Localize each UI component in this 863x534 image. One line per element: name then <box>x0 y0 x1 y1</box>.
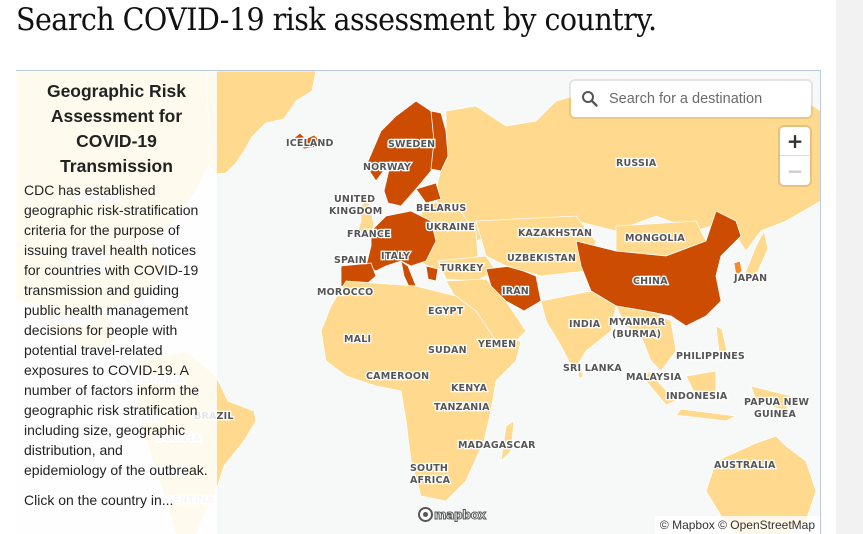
label-belarus: BELARUS <box>416 203 466 214</box>
label-uk-2: KINGDOM <box>329 206 382 217</box>
label-yemen: YEMEN <box>477 339 516 350</box>
search-box[interactable] <box>571 81 811 117</box>
label-iceland: ICELAND <box>286 138 334 149</box>
label-png-1: PAPUA NEW <box>744 397 810 408</box>
mapbox-logo-text: mapbox <box>434 507 487 522</box>
zoom-controls: + − <box>780 127 810 185</box>
panel-heading: Geographic Risk Assessment for COVID-19 … <box>46 81 187 176</box>
label-australia: AUSTRALIA <box>714 460 776 471</box>
label-egypt: EGYPT <box>428 306 464 317</box>
country-australia[interactable] <box>705 435 817 534</box>
label-sri-lanka: SRI LANKA <box>563 363 622 374</box>
country-iceland[interactable] <box>292 132 322 150</box>
label-malaysia: MALAYSIA <box>626 372 682 383</box>
label-tanzania: TANZANIA <box>434 402 490 413</box>
label-sudan: SUDAN <box>428 345 467 356</box>
label-italy: ITALY <box>381 251 410 262</box>
country-turkey[interactable] <box>437 255 497 282</box>
label-turkey: TURKEY <box>440 263 483 274</box>
label-south-africa-1: SOUTH <box>410 463 448 474</box>
risk-map[interactable]: ICELAND SWEDEN NORWAY UNITED KINGDOM BEL… <box>16 70 821 534</box>
country-south-korea[interactable] <box>733 260 743 277</box>
country-japan[interactable] <box>743 229 769 282</box>
label-china: CHINA <box>633 276 668 287</box>
panel-body: CDC has established geographic risk-stra… <box>24 180 209 510</box>
label-mongolia: MONGOLIA <box>625 233 685 244</box>
page-gutter <box>836 0 863 534</box>
country-greece[interactable] <box>425 265 439 282</box>
label-russia: RUSSIA <box>616 158 657 169</box>
label-uzbekistan: UZBEKISTAN <box>507 253 576 264</box>
label-spain: SPAIN <box>334 255 367 266</box>
label-madagascar: MADAGASCAR <box>458 440 536 451</box>
mapbox-logo[interactable]: mapbox <box>418 507 487 522</box>
panel-description-cutoff: Click on the country in... <box>24 492 174 508</box>
country-central-asia[interactable] <box>475 215 597 277</box>
country-png[interactable] <box>750 385 792 412</box>
panel-description: CDC has established geographic risk-stra… <box>24 182 208 478</box>
zoom-in-button[interactable]: + <box>780 127 810 156</box>
label-sweden: SWEDEN <box>388 139 435 150</box>
country-indonesia[interactable] <box>645 370 738 422</box>
country-philippines[interactable] <box>715 325 729 362</box>
label-france: FRANCE <box>347 229 391 240</box>
search-icon <box>582 91 598 107</box>
label-morocco: MOROCCO <box>317 287 373 298</box>
country-uk[interactable] <box>355 198 375 240</box>
country-greenland[interactable] <box>205 71 317 175</box>
country-africa[interactable] <box>320 280 522 502</box>
label-png-2: GUINEA <box>754 409 796 420</box>
country-se-asia[interactable] <box>615 305 677 372</box>
label-indonesia: INDONESIA <box>666 391 728 402</box>
label-japan: JAPAN <box>733 273 767 284</box>
map-attribution[interactable]: © Mapbox © OpenStreetMap <box>654 516 820 534</box>
label-uk-1: UNITED <box>334 194 375 205</box>
label-south-africa-2: AFRICA <box>410 475 451 486</box>
label-philippines: PHILIPPINES <box>676 351 745 362</box>
search-input[interactable] <box>609 91 809 107</box>
label-cameroon: CAMEROON <box>366 371 429 382</box>
label-myanmar-2: (BURMA) <box>612 329 661 340</box>
zoom-out-button[interactable]: − <box>780 156 810 185</box>
country-madagascar[interactable] <box>500 420 515 463</box>
label-india: INDIA <box>569 319 601 330</box>
mapbox-logo-icon <box>418 507 433 522</box>
label-ukraine: UKRAINE <box>426 222 475 233</box>
country-baltics[interactable] <box>415 182 442 204</box>
country-india[interactable] <box>540 290 617 372</box>
label-kenya: KENYA <box>451 383 488 394</box>
country-finland[interactable] <box>430 110 449 172</box>
label-mali: MALI <box>344 334 371 345</box>
label-myanmar-1: MYANMAR <box>609 317 666 328</box>
country-sri-lanka[interactable] <box>577 368 584 379</box>
info-panel: Geographic Risk Assessment for COVID-19 … <box>16 71 217 534</box>
label-norway: NORWAY <box>363 162 411 173</box>
label-iran: IRAN <box>502 286 529 297</box>
page-title: Search COVID-19 risk assessment by count… <box>16 2 657 38</box>
label-kazakhstan: KAZAKHSTAN <box>518 228 592 239</box>
